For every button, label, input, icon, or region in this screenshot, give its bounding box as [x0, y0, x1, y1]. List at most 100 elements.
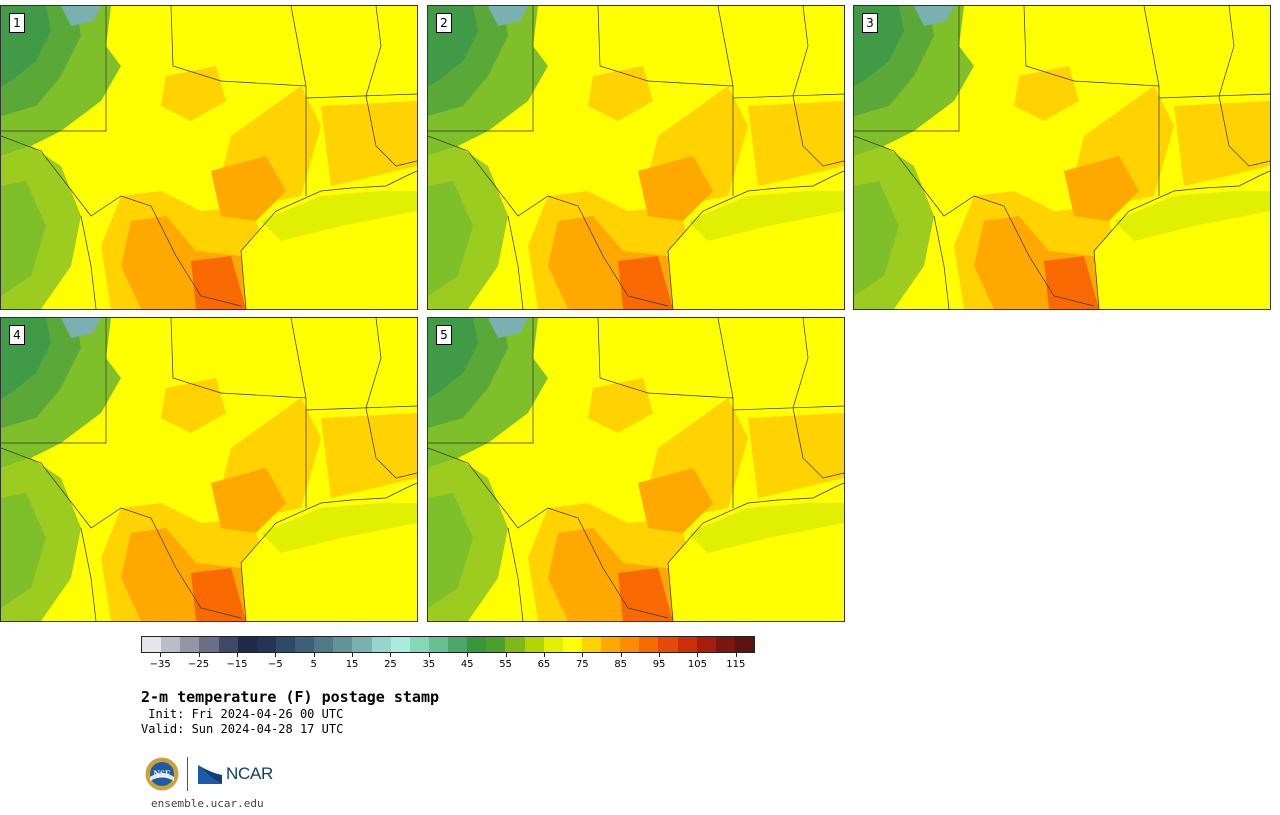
- colorbar-tick-label: 55: [499, 659, 512, 670]
- colorbar-tick: [160, 653, 162, 657]
- colorbar-segment: [218, 637, 238, 652]
- temperature-map: [1, 6, 417, 309]
- temperature-region: [1114, 191, 1270, 241]
- state-border: [305, 405, 417, 411]
- colorbar-tick-label: −25: [188, 659, 210, 670]
- temperature-map: [854, 6, 1270, 309]
- colorbar-tick: [543, 653, 545, 657]
- colorbar-tick-label: 65: [537, 659, 551, 670]
- state-border: [365, 6, 417, 167]
- colorbar-segment: [333, 637, 353, 652]
- colorbar-segment: [734, 637, 754, 652]
- state-border: [1, 447, 242, 619]
- state-border: [428, 318, 534, 444]
- colorbar-segment: [409, 637, 429, 652]
- state-border: [290, 318, 307, 399]
- temperature-region: [161, 378, 226, 433]
- state-border: [667, 170, 844, 309]
- temperature-region: [161, 66, 226, 121]
- colorbar-segment: [295, 637, 315, 652]
- state-border: [1023, 6, 1160, 196]
- temperature-region: [618, 256, 673, 309]
- colorbar-tick: [697, 653, 699, 657]
- colorbar-tick: [505, 653, 507, 657]
- colorbar-tick-label: −5: [267, 659, 283, 670]
- temperature-colorbar: [141, 636, 755, 653]
- colorbar-tick-label: 5: [310, 659, 317, 670]
- colorbar-ticks: −35 −25 −15 −5 5 15 25 35 45 55 65 75 85 95 105 115: [141, 653, 755, 677]
- temperature-region: [588, 378, 653, 433]
- temperature-region: [321, 101, 417, 186]
- colorbar-tick: [390, 653, 392, 657]
- temperature-map: [428, 6, 844, 309]
- colorbar-tick: [620, 653, 622, 657]
- state-border: [717, 6, 734, 87]
- panel-number-label: 3: [862, 13, 878, 33]
- state-border: [428, 447, 669, 619]
- panel-number-label: 5: [436, 325, 452, 345]
- colorbar-segment: [505, 637, 525, 652]
- state-border: [305, 93, 417, 99]
- colorbar-segment: [620, 637, 640, 652]
- colorbar-segment: [180, 637, 200, 652]
- state-border: [732, 405, 844, 411]
- state-border: [240, 170, 417, 309]
- colorbar-segment: [237, 637, 257, 652]
- temperature-region: [688, 503, 844, 553]
- colorbar-segment: [314, 637, 334, 652]
- colorbar-segment: [161, 637, 181, 652]
- ncar-logo: NCAR: [197, 762, 273, 786]
- state-border: [428, 6, 534, 132]
- temperature-region: [488, 318, 528, 338]
- temperature-region: [688, 191, 844, 241]
- colorbar-tick-label: −15: [226, 659, 248, 670]
- colorbar-segment: [199, 637, 219, 652]
- temperature-region: [211, 468, 286, 533]
- temperature-region: [748, 101, 844, 186]
- colorbar-tick: [582, 653, 584, 657]
- colorbar-segment: [467, 637, 487, 652]
- temperature-region: [914, 6, 954, 26]
- temperature-region: [588, 66, 653, 121]
- colorbar-tick-label: 45: [460, 659, 474, 670]
- colorbar-tick: [735, 653, 737, 657]
- colorbar-segment: [142, 637, 162, 652]
- panel-number-label: 2: [436, 13, 452, 33]
- temperature-region: [1064, 156, 1139, 221]
- state-border: [290, 6, 307, 87]
- colorbar-tick-label: 105: [687, 659, 707, 670]
- temperature-region: [748, 413, 844, 498]
- colorbar-tick: [275, 653, 277, 657]
- colorbar-tick-label: −35: [149, 659, 171, 670]
- state-border: [597, 318, 734, 508]
- state-border: [597, 6, 734, 196]
- colorbar-segment: [677, 637, 697, 652]
- state-border: [792, 6, 844, 167]
- temperature-map: [1, 318, 417, 621]
- temperature-region: [1, 181, 46, 296]
- temperature-region: [638, 468, 713, 533]
- valid-time: Valid: Sun 2024-04-28 17 UTC: [141, 722, 344, 736]
- state-border: [933, 215, 950, 309]
- temperature-region: [1174, 101, 1270, 186]
- colorbar-tick-label: 95: [652, 659, 666, 670]
- temperature-region: [1044, 256, 1099, 309]
- colorbar-tick: [659, 653, 661, 657]
- map-panel-4: 4: [0, 317, 418, 622]
- temperature-region: [191, 256, 246, 309]
- temperature-region: [321, 413, 417, 498]
- state-border: [717, 318, 734, 399]
- colorbar-segment: [390, 637, 410, 652]
- init-time: Init: Fri 2024-04-26 00 UTC: [141, 707, 344, 721]
- colorbar-segment: [448, 637, 468, 652]
- temperature-region: [191, 568, 246, 621]
- panel-number-label: 4: [9, 325, 25, 345]
- colorbar-segment: [486, 637, 506, 652]
- state-border: [80, 215, 97, 309]
- colorbar-tick: [313, 653, 315, 657]
- temperature-region: [428, 493, 473, 608]
- temperature-region: [488, 6, 528, 26]
- state-border: [507, 527, 524, 621]
- colorbar-segment: [562, 637, 582, 652]
- state-border: [80, 527, 97, 621]
